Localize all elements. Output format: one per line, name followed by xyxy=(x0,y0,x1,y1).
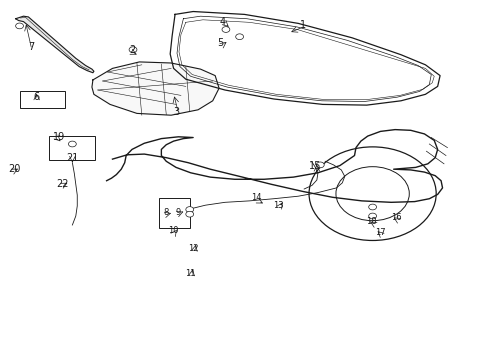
Circle shape xyxy=(185,211,193,217)
Bar xyxy=(159,198,189,228)
Text: 16: 16 xyxy=(390,213,401,222)
Circle shape xyxy=(222,27,229,32)
Text: 1: 1 xyxy=(300,20,305,30)
Polygon shape xyxy=(92,62,219,115)
Text: 12: 12 xyxy=(187,244,198,253)
Circle shape xyxy=(129,47,137,53)
Circle shape xyxy=(16,23,23,29)
Text: 2: 2 xyxy=(129,45,135,55)
Text: 19: 19 xyxy=(52,132,65,142)
Text: 9: 9 xyxy=(176,208,181,217)
Text: 18: 18 xyxy=(366,217,376,226)
Bar xyxy=(20,91,64,108)
Text: 5: 5 xyxy=(217,38,223,48)
Bar xyxy=(49,136,95,160)
Text: 17: 17 xyxy=(374,228,385,237)
Text: 11: 11 xyxy=(185,269,196,278)
Text: 3: 3 xyxy=(173,107,179,117)
Text: 7: 7 xyxy=(29,42,35,52)
Polygon shape xyxy=(16,16,94,73)
Text: 4: 4 xyxy=(219,17,225,27)
Text: 21: 21 xyxy=(66,153,79,163)
Text: 22: 22 xyxy=(56,179,69,189)
Polygon shape xyxy=(170,12,439,105)
Circle shape xyxy=(368,213,376,219)
Circle shape xyxy=(235,34,243,40)
Text: 14: 14 xyxy=(251,194,262,202)
Text: 8: 8 xyxy=(163,208,168,217)
Text: 6: 6 xyxy=(34,92,40,102)
Text: 10: 10 xyxy=(168,226,179,235)
Text: 13: 13 xyxy=(273,201,284,210)
Circle shape xyxy=(185,207,193,212)
Circle shape xyxy=(68,141,76,147)
Circle shape xyxy=(316,162,324,168)
Text: 15: 15 xyxy=(308,161,321,171)
Text: 20: 20 xyxy=(8,164,21,174)
Circle shape xyxy=(368,204,376,210)
